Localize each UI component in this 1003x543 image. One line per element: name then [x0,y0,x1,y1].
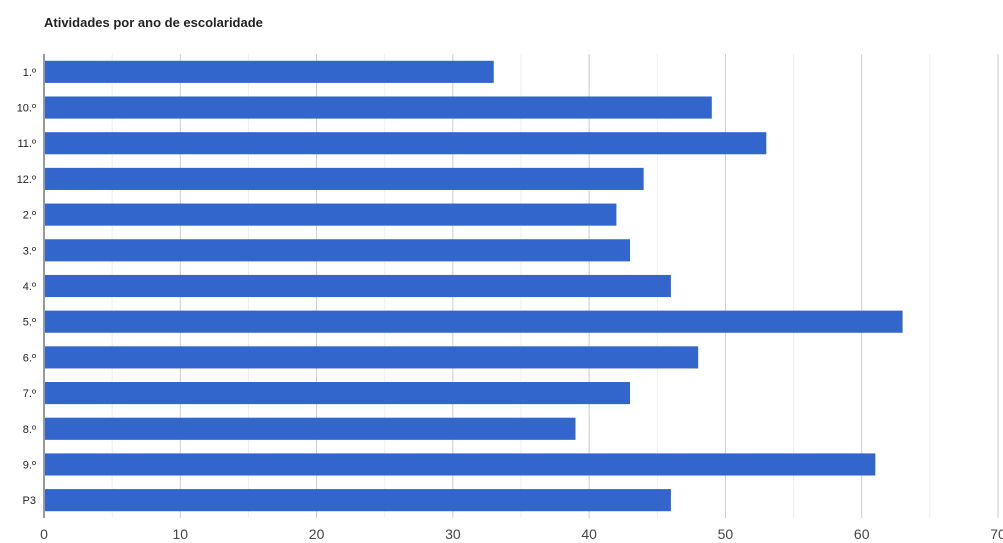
value-axis: 0 10 20 30 40 50 60 70 [40,526,1003,542]
category-label: 2.º [23,210,36,222]
category-label: 4.º [23,281,36,293]
value-tick-label: 70 [990,526,1003,542]
bar [45,310,903,333]
category-label: 12.º [17,174,36,186]
value-tick-label: 0 [40,526,48,542]
category-label: 1.º [23,67,36,79]
bar [45,239,631,262]
category-label: 9.º [23,459,36,471]
bar [45,274,671,298]
value-tick-label: 60 [854,526,870,542]
category-axis: 1.º 10.º 11.º 12.º 2.º 3.º 4.º 5.º 6.º 7.º 8.º 9.º P… [17,67,36,507]
bar [45,417,576,440]
value-tick-label: 50 [718,526,734,542]
bar [45,167,644,190]
bars [45,60,903,512]
category-label: P3 [23,495,36,507]
category-label: 11.º [18,138,37,150]
category-label: 6.º [23,352,36,364]
bar [45,453,876,476]
category-label: 8.º [23,424,36,436]
bar [45,96,712,119]
category-label: 10.º [17,103,36,115]
value-tick-label: 20 [309,526,325,542]
category-label: 5.º [23,317,36,329]
bar [45,346,699,369]
value-tick-label: 10 [172,526,188,542]
value-tick-label: 40 [581,526,597,542]
bar [45,132,767,155]
bar [45,60,494,83]
category-label: 7.º [23,388,36,400]
bar [45,203,617,226]
category-label: 3.º [23,245,36,257]
chart-title: Atividades por ano de escolaridade [44,15,263,30]
bar [45,489,671,512]
value-tick-label: 30 [445,526,461,542]
bar [45,382,631,405]
